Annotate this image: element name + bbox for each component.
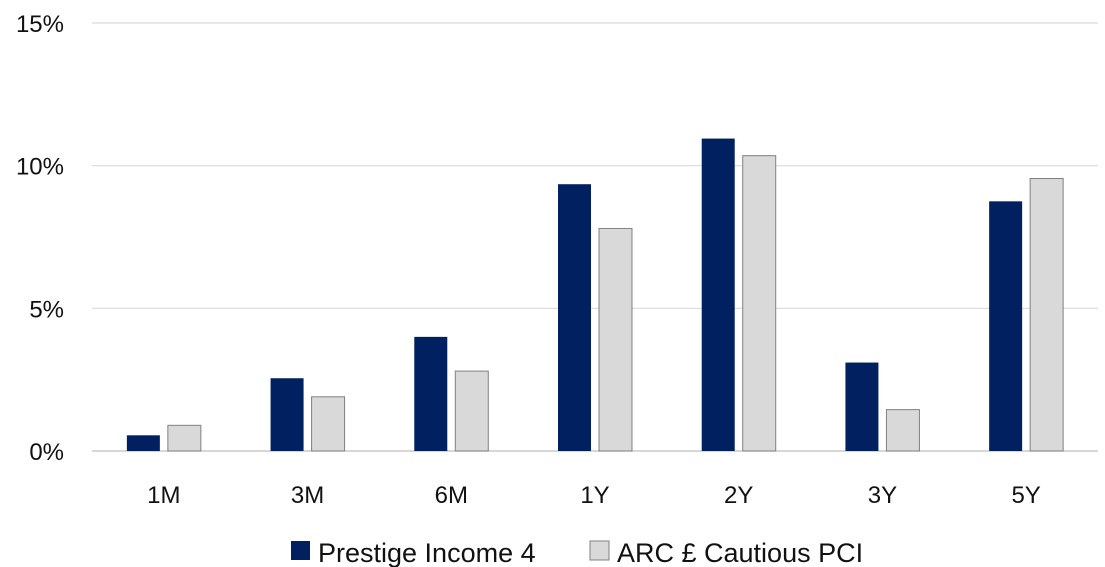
x-tick-label: 5Y: [1011, 482, 1040, 509]
bar-series-1-1M: [126, 435, 160, 451]
x-tick-label: 3Y: [868, 482, 897, 509]
x-tick-label: 2Y: [724, 482, 753, 509]
bar-series-1-1Y: [558, 184, 591, 452]
x-tick-label: 1Y: [580, 482, 609, 509]
bar-series-2-6M: [454, 370, 489, 452]
bar-series-1-3Y: [845, 362, 879, 451]
bar-series-1-5Y: [989, 201, 1023, 451]
x-axis-tick-labels: 1M 3M 6M 1Y 2Y 3Y 5Y: [147, 482, 1041, 509]
x-tick-label: 1M: [147, 482, 180, 509]
gridlines: [92, 22, 1098, 452]
bar-series-2-5Y: [1029, 178, 1064, 452]
x-tick-label: 3M: [291, 482, 324, 509]
bar-series-2-1Y: [598, 227, 633, 452]
legend-label-series-1: Prestige Income 4: [318, 538, 536, 567]
bar-series-2-1M: [167, 424, 202, 452]
bar-series-2-3Y: [885, 409, 920, 452]
legend-swatch-series-1: [291, 541, 310, 560]
bars: [126, 138, 1064, 452]
legend-label-series-2: ARC £ Cautious PCI: [617, 538, 863, 567]
y-tick-label: 15%: [16, 11, 64, 38]
legend-swatch-series-2: [589, 540, 610, 561]
legend: Prestige Income 4 ARC £ Cautious PCI: [291, 538, 863, 567]
bar-series-2-3M: [311, 396, 346, 452]
y-tick-label: 5%: [29, 296, 64, 323]
bar-series-1-3M: [270, 378, 304, 451]
y-tick-label: 10%: [16, 154, 64, 181]
bar-series-1-2Y: [701, 138, 735, 451]
y-axis-tick-labels: 0% 5% 10% 15%: [16, 11, 64, 466]
x-tick-label: 6M: [435, 482, 468, 509]
bar-series-2-2Y: [742, 155, 777, 452]
bar-series-1-6M: [414, 336, 448, 451]
y-tick-label: 0%: [29, 439, 64, 466]
